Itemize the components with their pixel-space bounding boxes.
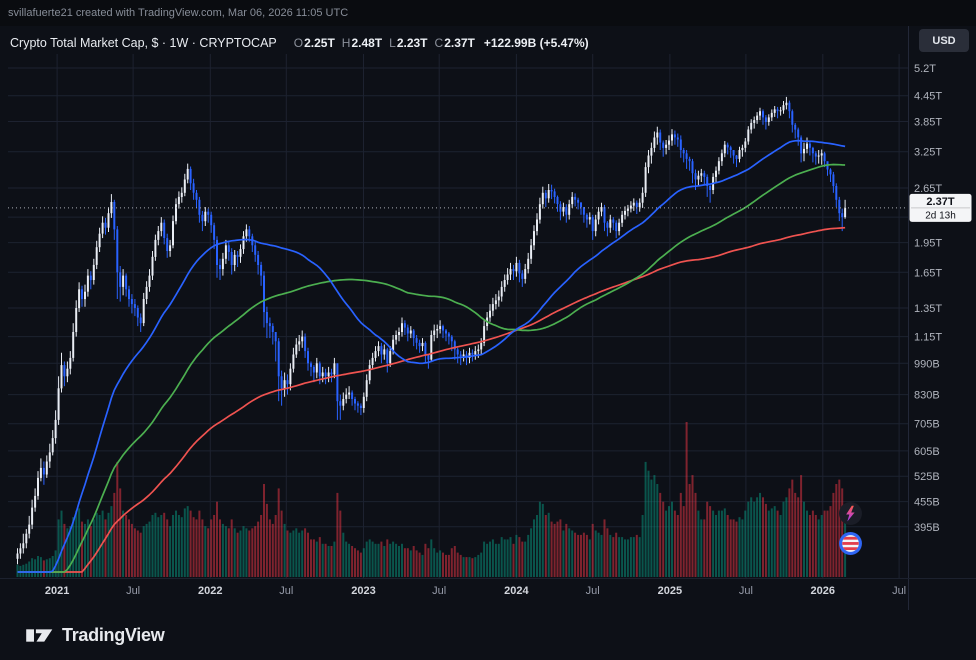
lightning-sticker-icon[interactable] (838, 501, 863, 526)
svg-text:830B: 830B (914, 390, 940, 402)
svg-text:605B: 605B (914, 446, 940, 458)
tradingview-mark-icon (26, 628, 53, 642)
svg-text:Jul: Jul (279, 585, 293, 597)
svg-text:455B: 455B (914, 497, 940, 509)
svg-text:2024: 2024 (504, 585, 529, 597)
volume-bars (16, 422, 847, 577)
ohlc-value: 2.37T (444, 36, 475, 50)
svg-text:2021: 2021 (45, 585, 69, 597)
svg-text:2022: 2022 (198, 585, 222, 597)
svg-text:Jul: Jul (739, 585, 753, 597)
svg-text:1.15T: 1.15T (914, 332, 942, 344)
ohlc-value: 2.23T (396, 36, 428, 50)
ohlc-values: O2.25T H2.48T L2.23T C2.37T (287, 34, 475, 52)
attribution-bar: svillafuerte21 created with TradingView.… (0, 0, 976, 26)
ohlc-value: 2.25T (304, 36, 335, 50)
ma-line-200 (17, 226, 846, 573)
ohlc-label: L (389, 36, 396, 50)
symbol-title[interactable]: Crypto Total Market Cap, $ · 1W · CRYPTO… (10, 36, 277, 50)
svg-text:3.25T: 3.25T (914, 147, 942, 159)
svg-text:1.35T: 1.35T (914, 303, 942, 315)
candlestick-chart[interactable]: 5.2T 4.45T 3.85T 3.25T 2.65T 1.95T 1.65T 1.35T 1… (0, 26, 976, 610)
svg-text:525B: 525B (914, 471, 940, 483)
ma-line-100 (17, 163, 846, 573)
svg-text:990B: 990B (914, 358, 940, 370)
svg-text:395B: 395B (914, 522, 940, 534)
ma-line-50 (17, 139, 846, 573)
change-value: +122.99B (+5.47%) (483, 36, 589, 50)
time-scale[interactable]: 2021 Jul 2022 Jul 2023 Jul 2024 Jul 2025 Jul 2026 J… (45, 585, 906, 597)
currency-toggle-button[interactable]: USD (919, 29, 969, 52)
last-price-badge: 2.37T 2d 13h (909, 193, 972, 222)
svg-text:705B: 705B (914, 419, 940, 431)
brand-text: TradingView (62, 624, 165, 645)
svg-text:4.45T: 4.45T (914, 91, 942, 103)
svg-text:2026: 2026 (811, 585, 835, 597)
ohlc-label: H (341, 36, 351, 50)
svg-text:Jul: Jul (432, 585, 446, 597)
moving-averages[interactable] (17, 139, 846, 573)
svg-text:2025: 2025 (658, 585, 682, 597)
candles (16, 96, 847, 565)
legend: Crypto Total Market Cap, $ · 1W · CRYPTO… (10, 34, 589, 52)
svg-text:Jul: Jul (892, 585, 906, 597)
svg-text:1.95T: 1.95T (914, 238, 942, 250)
svg-text:2d 13h: 2d 13h (925, 210, 956, 221)
svg-text:Jul: Jul (126, 585, 140, 597)
ohlc-label: O (293, 36, 304, 50)
footer-bar: TradingView (0, 610, 976, 660)
svg-text:2.37T: 2.37T (926, 196, 954, 208)
ohlc-label: C (434, 36, 444, 50)
svg-text:Jul: Jul (586, 585, 600, 597)
svg-text:3.85T: 3.85T (914, 117, 942, 129)
tradingview-logo[interactable]: TradingView (26, 624, 165, 646)
svg-text:1.65T: 1.65T (914, 267, 942, 279)
svg-text:5.2T: 5.2T (914, 63, 936, 75)
chart-area[interactable]: 5.2T 4.45T 3.85T 3.25T 2.65T 1.95T 1.65T 1.35T 1… (0, 26, 976, 610)
striped-ball-sticker-icon[interactable] (838, 531, 863, 556)
svg-text:2023: 2023 (351, 585, 375, 597)
price-scale[interactable]: 5.2T 4.45T 3.85T 3.25T 2.65T 1.95T 1.65T 1.35T 1… (914, 63, 942, 534)
svg-text:2.65T: 2.65T (914, 183, 942, 195)
ohlc-value: 2.48T (351, 36, 383, 50)
attribution-text: svillafuerte21 created with TradingView.… (8, 7, 349, 19)
